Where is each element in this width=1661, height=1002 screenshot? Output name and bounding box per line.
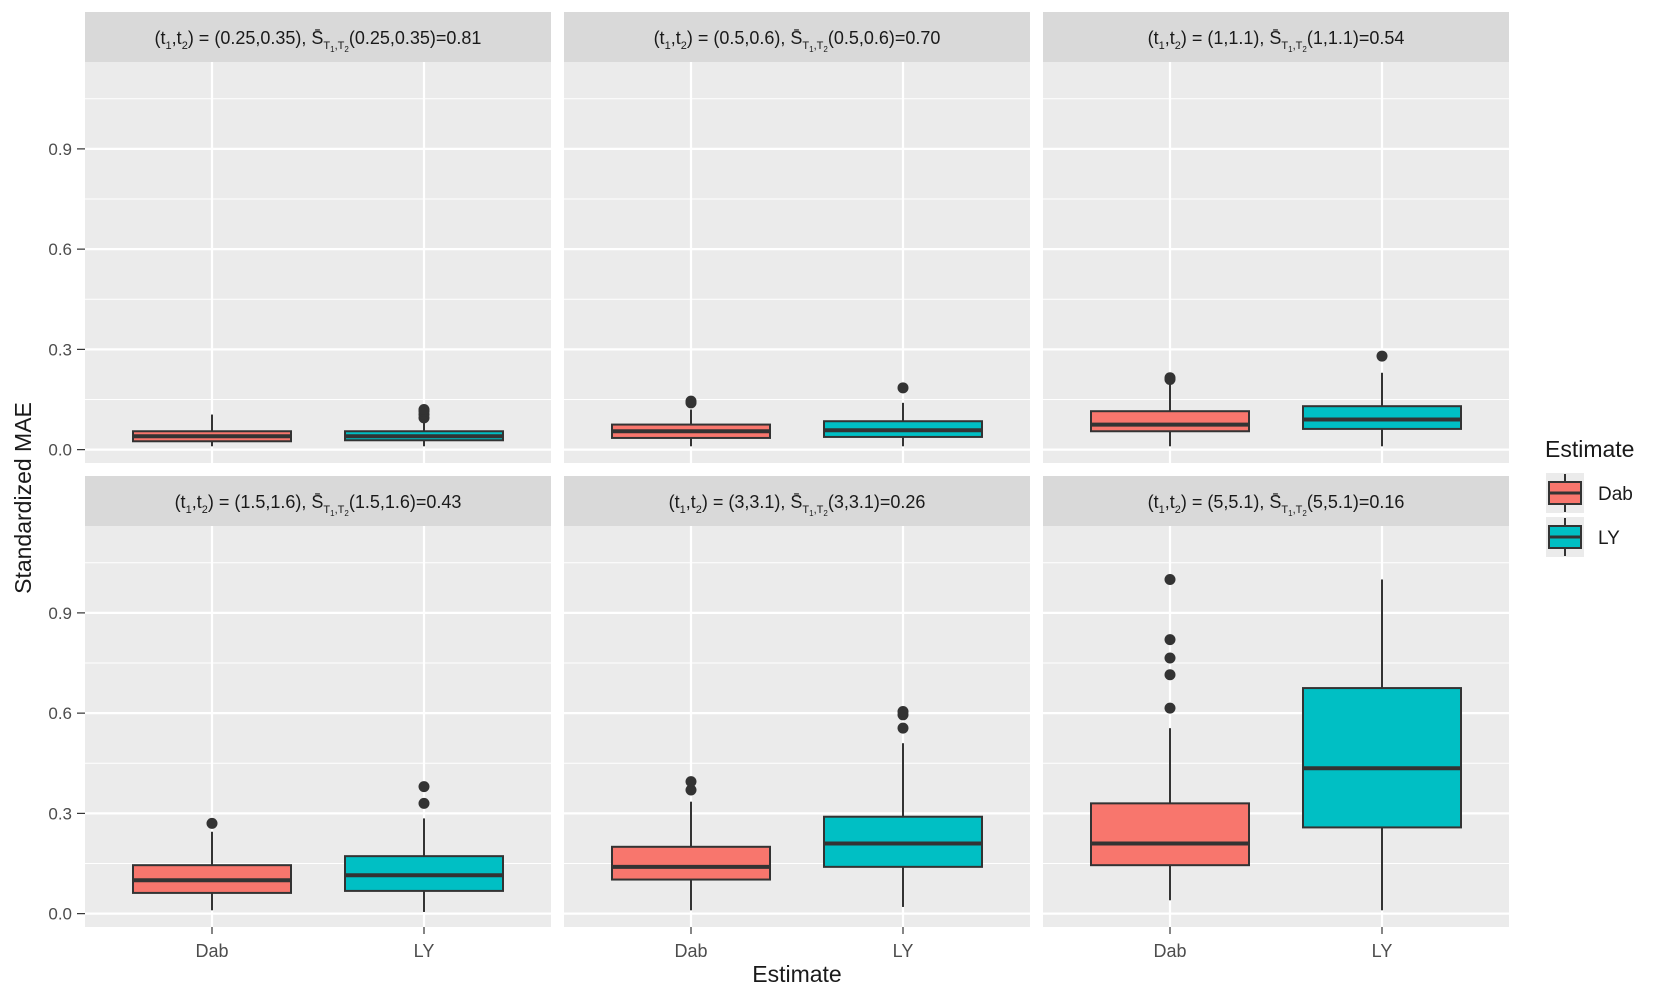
legend-label: LY: [1598, 528, 1620, 549]
legend-key-ly: [1546, 517, 1584, 557]
box-ly: [1302, 350, 1462, 447]
outlier-point: [1164, 669, 1176, 681]
y-tick-label: 0.6: [48, 240, 72, 259]
y-tick-label: 0.9: [48, 140, 72, 159]
facet-panel-1: (t1,t2) = (0.25,0.35), S̄T1,T2(0.25,0.35…: [85, 12, 551, 463]
facet-strip: [1043, 12, 1509, 62]
x-tick-label: LY: [1372, 941, 1393, 961]
box-dab: [611, 395, 771, 447]
legend-key-dab: [1546, 473, 1584, 513]
facet-strip-label: (t1,t2) = (0.5,0.6), S̄T1,T2(0.5,0.6)=0.…: [654, 28, 941, 54]
legend: Estimate Dab LY: [1545, 436, 1634, 557]
outlier-point: [1164, 702, 1176, 714]
outlier-point: [418, 781, 430, 793]
outlier-point: [897, 382, 909, 394]
box-body: [1090, 802, 1250, 867]
box-ly: [344, 404, 504, 447]
facet-strip-label: (t1,t2) = (0.25,0.35), S̄T1,T2(0.25,0.35…: [155, 28, 482, 54]
outlier-point: [1376, 350, 1388, 362]
facet-strip-label: (t1,t2) = (5,5.1), S̄T1,T2(5,5.1)=0.16: [1148, 492, 1405, 518]
x-axis-title: Estimate: [752, 961, 841, 987]
box-dab: [611, 776, 771, 911]
x-tick-label: Dab: [195, 941, 228, 961]
y-tick-label: 0.3: [48, 804, 72, 823]
box-ly: [823, 382, 983, 447]
facet-panel-4: (t1,t2) = (1.5,1.6), S̄T1,T2(1.5,1.6)=0.…: [85, 476, 551, 961]
facet-strip: [1043, 476, 1509, 526]
facet-strip-label: (t1,t2) = (3,3.1), S̄T1,T2(3,3.1)=0.26: [669, 492, 926, 518]
box-ly: [1302, 579, 1462, 911]
x-tick-label: LY: [414, 941, 435, 961]
box-body: [611, 845, 771, 881]
box-dab: [132, 817, 292, 911]
facet-strip: [564, 476, 1030, 526]
panel-background: [564, 62, 1030, 463]
facet-strip: [564, 12, 1030, 62]
box-body: [1090, 410, 1250, 433]
x-tick-label: LY: [893, 941, 914, 961]
facet-strip: [85, 12, 551, 62]
legend-label: Dab: [1598, 484, 1633, 505]
y-tick-label: 0.0: [48, 441, 72, 460]
x-tick-label: Dab: [1153, 941, 1186, 961]
box-dab: [1090, 573, 1250, 901]
y-tick-label: 0.6: [48, 704, 72, 723]
box-dab: [132, 414, 292, 447]
legend-title: Estimate: [1545, 436, 1634, 462]
facet-panel-3: (t1,t2) = (1,1.1), S̄T1,T2(1,1.1)=0.54: [1043, 12, 1509, 463]
facet-strip-label: (t1,t2) = (1.5,1.6), S̄T1,T2(1.5,1.6)=0.…: [175, 492, 462, 518]
facet-panel-2: (t1,t2) = (0.5,0.6), S̄T1,T2(0.5,0.6)=0.…: [564, 12, 1030, 463]
x-tick-label: Dab: [674, 941, 707, 961]
y-tick-label: 0.3: [48, 340, 72, 359]
outlier-point: [1164, 652, 1176, 664]
facet-panel-6: (t1,t2) = (5,5.1), S̄T1,T2(5,5.1)=0.16 Da…: [1043, 476, 1509, 961]
facet-strip: [85, 476, 551, 526]
outlier-point: [418, 797, 430, 809]
outlier-point: [897, 705, 909, 717]
outlier-point: [418, 404, 430, 416]
outlier-point: [1164, 372, 1176, 384]
box-ly: [823, 705, 983, 907]
box-body: [1302, 687, 1462, 829]
outlier-point: [685, 784, 697, 796]
panel-background: [85, 62, 551, 463]
panel-background: [1043, 62, 1509, 463]
outlier-point: [897, 722, 909, 734]
facet-strip-label: (t1,t2) = (1,1.1), S̄T1,T2(1,1.1)=0.54: [1148, 28, 1405, 54]
facet-panel-5: (t1,t2) = (3,3.1), S̄T1,T2(3,3.1)=0.26 Da…: [564, 476, 1030, 961]
box-dab: [1090, 372, 1250, 447]
y-axis-title: Standardized MAE: [10, 402, 36, 594]
outlier-point: [685, 776, 697, 788]
outlier-point: [1164, 634, 1176, 646]
y-tick-label: 0.0: [48, 905, 72, 924]
box-ly: [344, 781, 504, 912]
outlier-point: [685, 395, 697, 407]
outlier-point: [1164, 573, 1176, 585]
outlier-point: [206, 817, 218, 829]
box-body: [1302, 405, 1462, 430]
y-tick-label: 0.9: [48, 604, 72, 623]
